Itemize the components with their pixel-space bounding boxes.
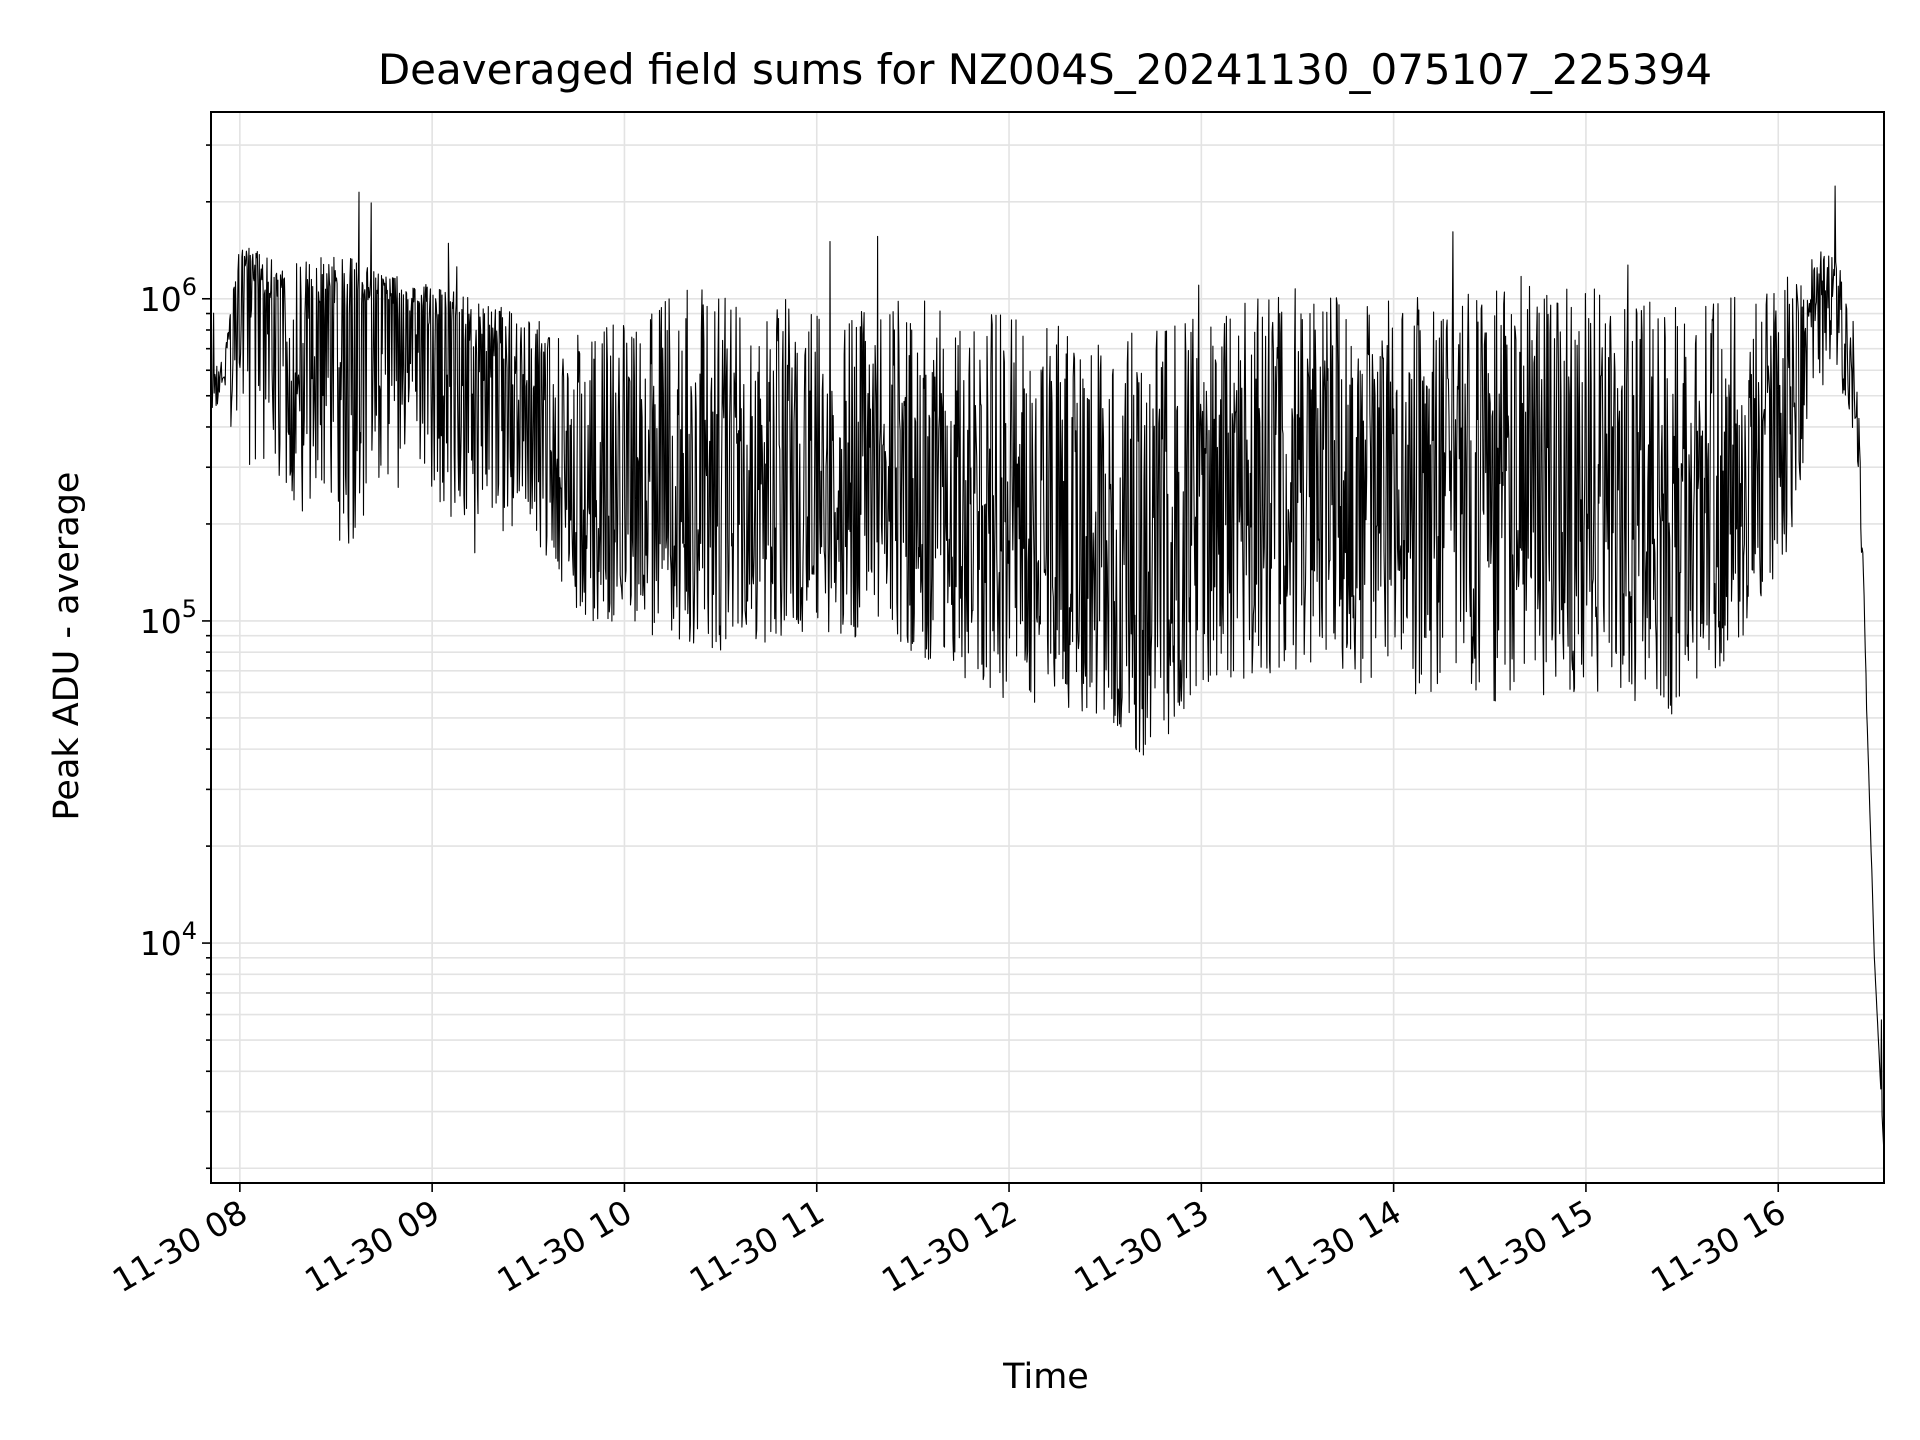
y-tick-label: 105 [140,595,197,641]
x-axis-label: Time [1002,1357,1089,1397]
y-tick-label: 106 [140,273,197,319]
series-line [210,185,1885,1155]
y-tick-label: 104 [140,917,197,963]
plot-frame [210,111,1885,1184]
chart-title: Deaveraged field sums for NZ004S_2024113… [378,45,1712,94]
y-axis-label: Peak ADU - average [47,472,87,821]
series-layer [210,185,1885,1155]
